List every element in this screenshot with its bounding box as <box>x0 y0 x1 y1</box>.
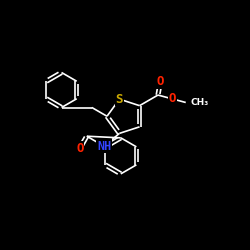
Text: O: O <box>169 92 176 106</box>
Text: NH: NH <box>97 140 111 153</box>
Text: S: S <box>116 93 123 106</box>
Text: O: O <box>76 142 84 155</box>
Text: O: O <box>156 75 164 88</box>
Text: CH₃: CH₃ <box>190 98 208 107</box>
